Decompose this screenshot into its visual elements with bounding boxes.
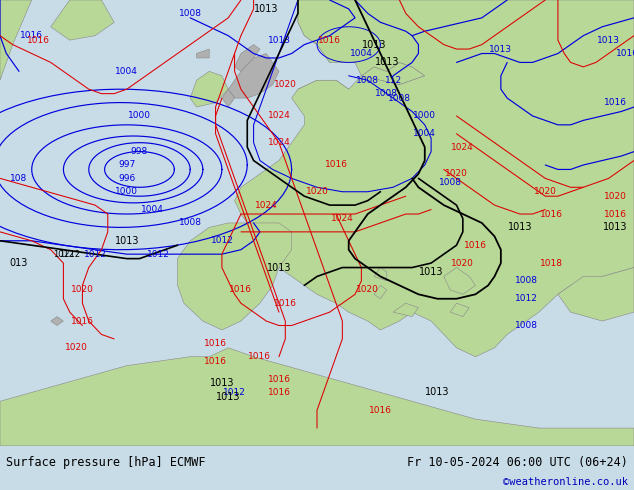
Text: 1013: 1013	[210, 378, 234, 389]
Text: 1004: 1004	[350, 49, 373, 58]
Text: 1008: 1008	[439, 178, 462, 187]
Text: 1016: 1016	[230, 285, 252, 294]
Text: 1013: 1013	[489, 45, 512, 53]
Text: 1016: 1016	[274, 299, 297, 308]
Text: 1016: 1016	[369, 406, 392, 415]
Text: 1020: 1020	[65, 343, 87, 352]
Text: 1016: 1016	[27, 36, 49, 45]
Text: 1000: 1000	[128, 111, 151, 121]
Text: 1016: 1016	[604, 98, 626, 107]
Text: 1004: 1004	[413, 129, 436, 138]
Text: 1013: 1013	[419, 267, 443, 277]
Text: 1013: 1013	[362, 40, 386, 49]
Text: 1000: 1000	[413, 111, 436, 121]
Text: 1004: 1004	[141, 205, 164, 214]
Text: 1008: 1008	[356, 76, 379, 85]
Text: 1008: 1008	[388, 94, 411, 102]
Text: 1013: 1013	[603, 222, 627, 232]
Polygon shape	[444, 268, 476, 294]
Text: 1012: 1012	[210, 236, 233, 245]
Text: 1013: 1013	[115, 236, 139, 246]
Polygon shape	[450, 303, 469, 317]
Text: 1016: 1016	[318, 36, 341, 45]
Polygon shape	[374, 268, 387, 281]
Text: 1016: 1016	[616, 49, 634, 58]
Text: 1016: 1016	[71, 317, 94, 325]
Text: 1020: 1020	[445, 170, 468, 178]
Text: 1024: 1024	[331, 214, 354, 223]
Polygon shape	[476, 0, 634, 72]
Text: 997: 997	[118, 161, 136, 170]
Text: Surface pressure [hPa] ECMWF: Surface pressure [hPa] ECMWF	[6, 456, 206, 469]
Text: 1013: 1013	[267, 263, 291, 272]
Polygon shape	[190, 72, 228, 107]
Text: 1008: 1008	[515, 276, 538, 285]
Text: 1013: 1013	[508, 222, 532, 232]
Text: 1013: 1013	[216, 392, 240, 402]
Text: 108: 108	[10, 174, 28, 183]
Polygon shape	[178, 223, 292, 330]
Text: 1008: 1008	[179, 9, 202, 18]
Text: 1008: 1008	[179, 219, 202, 227]
Text: 1016: 1016	[268, 388, 290, 397]
Text: 996: 996	[118, 174, 136, 183]
Text: 1024: 1024	[451, 143, 474, 151]
Polygon shape	[298, 0, 488, 62]
Polygon shape	[393, 303, 418, 317]
Text: 998: 998	[131, 147, 148, 156]
Text: 1012: 1012	[515, 294, 538, 303]
Polygon shape	[298, 80, 368, 116]
Text: 1013: 1013	[425, 388, 450, 397]
Polygon shape	[235, 45, 260, 72]
Text: 1024: 1024	[268, 138, 290, 147]
Text: 1000: 1000	[115, 187, 138, 196]
Text: 1012: 1012	[84, 250, 107, 259]
Polygon shape	[361, 62, 425, 85]
Polygon shape	[51, 317, 63, 325]
Polygon shape	[374, 285, 387, 299]
Polygon shape	[222, 89, 235, 107]
Text: 1008: 1008	[375, 89, 398, 98]
Text: 1016: 1016	[325, 161, 347, 170]
Text: 1020: 1020	[604, 192, 626, 201]
Text: 1024: 1024	[255, 200, 278, 210]
Text: 1020: 1020	[356, 285, 379, 294]
Text: 1016: 1016	[464, 241, 487, 250]
Text: 1020: 1020	[274, 80, 297, 89]
Text: 1020: 1020	[451, 259, 474, 268]
Text: 1020: 1020	[71, 285, 94, 294]
Text: 1012: 1012	[223, 388, 246, 397]
Text: ©weatheronline.co.uk: ©weatheronline.co.uk	[503, 477, 628, 487]
Text: 1020: 1020	[306, 187, 328, 196]
Polygon shape	[0, 0, 32, 80]
Text: 1004: 1004	[115, 67, 138, 76]
Text: 1016: 1016	[604, 210, 626, 219]
Text: 112: 112	[384, 76, 402, 85]
Text: 1013: 1013	[268, 36, 290, 45]
Text: 1016: 1016	[204, 339, 227, 348]
Text: 1013: 1013	[597, 36, 620, 45]
Text: 1024: 1024	[268, 111, 290, 121]
Text: 1016: 1016	[268, 374, 290, 384]
Text: 1013: 1013	[375, 57, 399, 68]
Text: 1008: 1008	[515, 321, 538, 330]
Polygon shape	[197, 49, 209, 58]
Text: 013: 013	[10, 258, 28, 268]
Polygon shape	[235, 0, 634, 357]
Polygon shape	[51, 0, 114, 40]
Polygon shape	[0, 348, 634, 446]
Text: 1016: 1016	[204, 357, 227, 366]
Text: Fr 10-05-2024 06:00 UTC (06+24): Fr 10-05-2024 06:00 UTC (06+24)	[407, 456, 628, 469]
Text: 1012: 1012	[147, 250, 170, 259]
Text: 1012: 1012	[53, 250, 74, 259]
Text: 1016: 1016	[20, 31, 43, 40]
Polygon shape	[228, 53, 279, 98]
Text: 1212: 1212	[59, 250, 81, 259]
Text: 1020: 1020	[534, 187, 557, 196]
Text: 1016: 1016	[540, 210, 563, 219]
Text: 1013: 1013	[254, 4, 278, 14]
Text: 1018: 1018	[540, 259, 563, 268]
Text: 1016: 1016	[249, 352, 271, 361]
Polygon shape	[558, 268, 634, 321]
